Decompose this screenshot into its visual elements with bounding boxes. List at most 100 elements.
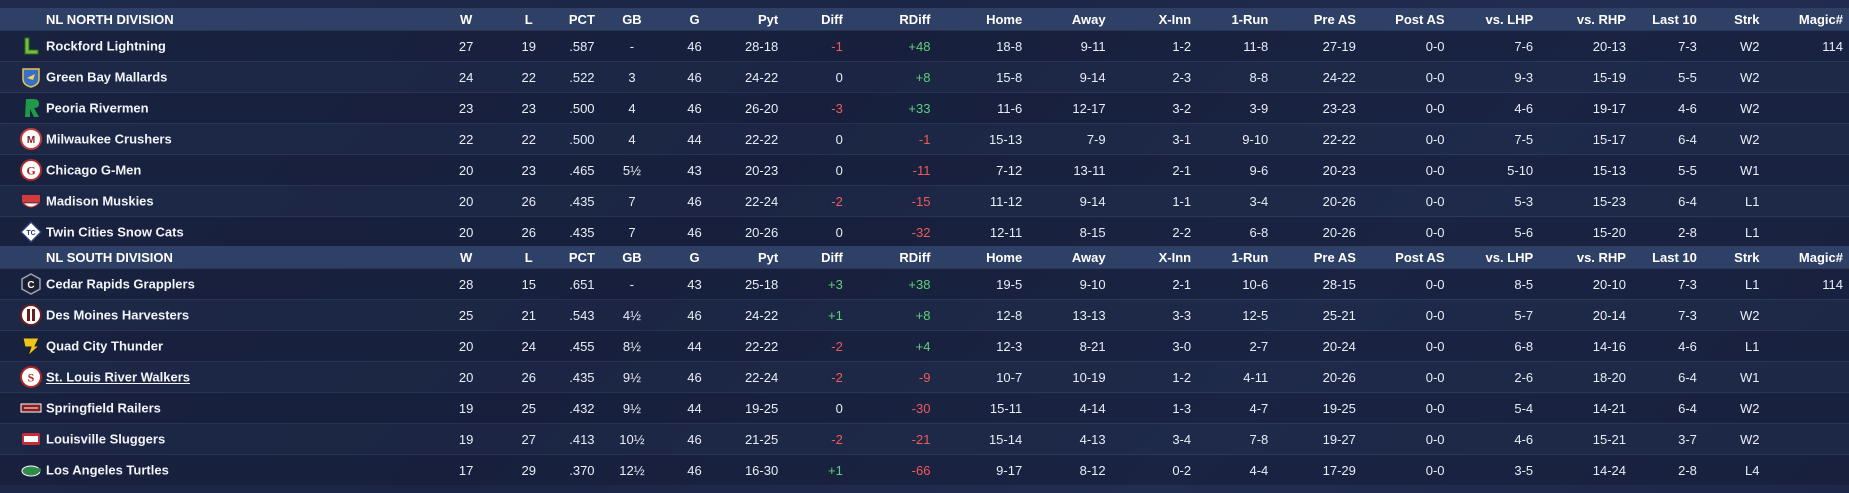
team-cell[interactable]: M Milwaukee Crushers — [0, 123, 386, 155]
column-header-magic[interactable]: Magic# — [1765, 8, 1849, 31]
column-header-last-10[interactable]: Last 10 — [1631, 8, 1703, 31]
team-cell[interactable]: S St. Louis River Walkers — [0, 361, 386, 393]
team-row[interactable]: Des Moines Harvesters 25 21.543 4½ 46 24-22 +1… — [0, 299, 1849, 331]
column-header-away[interactable]: Away — [1028, 246, 1112, 269]
column-header-pyt[interactable]: Pyt — [732, 246, 785, 269]
team-row[interactable]: Louisville Sluggers 19 27.413 10½ 46 21-25 -2-… — [0, 423, 1849, 455]
column-header-vs-rhp[interactable]: vs. RHP — [1539, 8, 1632, 31]
team-name[interactable]: Des Moines Harvesters — [46, 307, 190, 323]
cell-l: 26 — [500, 216, 557, 247]
cell-1-run: 8-8 — [1197, 61, 1275, 93]
column-header-l[interactable]: L — [500, 246, 557, 269]
team-name[interactable]: Springfield Railers — [46, 400, 161, 416]
column-header-strk[interactable]: Strk — [1702, 246, 1766, 269]
team-row[interactable]: G Chicago G-Men 20 23.465 5½ 43 20-23 0 -11 7-12 1… — [0, 154, 1849, 186]
team-row[interactable]: Quad City Thunder 20 24.455 8½ 44 22-22 -2 +4 12… — [0, 330, 1849, 362]
column-header-pre-as[interactable]: Pre AS — [1274, 8, 1362, 31]
column-header-diff[interactable]: Diff — [784, 246, 849, 269]
column-header-1-run[interactable]: 1-Run — [1197, 246, 1275, 269]
column-header-gb[interactable]: GB — [606, 246, 657, 269]
column-header-magic[interactable]: Magic# — [1765, 246, 1849, 269]
team-name[interactable]: Chicago G-Men — [46, 162, 142, 178]
column-header-vs-rhp[interactable]: vs. RHP — [1539, 246, 1632, 269]
column-header-1-run[interactable]: 1-Run — [1197, 8, 1275, 31]
column-header-pre-as[interactable]: Pre AS — [1274, 246, 1362, 269]
cell-post-as: 0-0 — [1361, 454, 1451, 485]
cell-diff: +1 — [784, 454, 849, 485]
team-name[interactable]: Los Angeles Turtles — [46, 462, 169, 478]
team-row[interactable]: Madison Muskies 20 26.435 7 46 22-24 -2 -15 11-1… — [0, 185, 1849, 217]
column-header-last-10[interactable]: Last 10 — [1631, 246, 1703, 269]
column-header-vs-lhp[interactable]: vs. LHP — [1450, 8, 1540, 31]
team-name[interactable]: Green Bay Mallards — [46, 69, 168, 85]
cell-strk: L4 — [1702, 454, 1766, 485]
team-row[interactable]: Springfield Railers 19 25.432 9½ 44 19-25 0 -30… — [0, 392, 1849, 424]
column-header-l[interactable]: L — [500, 8, 557, 31]
cell-last-10: 6-4 — [1631, 392, 1703, 424]
column-header-home[interactable]: Home — [936, 8, 1029, 31]
cell-pyt: 26-20 — [732, 92, 785, 124]
column-header-away[interactable]: Away — [1028, 8, 1112, 31]
team-row[interactable]: C Cedar Rapids Grapplers 28 15.651-43 25-18 +… — [0, 268, 1849, 300]
team-name[interactable]: Louisville Sluggers — [46, 431, 166, 447]
cell-home: 15-11 — [936, 392, 1029, 424]
team-name[interactable]: Rockford Lightning — [46, 38, 166, 54]
team-cell[interactable]: Los Angeles Turtles — [0, 454, 386, 485]
team-row[interactable]: S St. Louis River Walkers 20 26.435 9½ 46 22-2… — [0, 361, 1849, 393]
team-name[interactable]: Milwaukee Crushers — [46, 131, 172, 147]
cell-w: 23 — [431, 92, 501, 124]
team-cell[interactable]: TC Twin Cities Snow Cats — [0, 216, 386, 247]
team-row[interactable]: Green Bay Mallards 24 22.522 3 46 24-22 0 +8 15-… — [0, 61, 1849, 93]
column-header-post-as[interactable]: Post AS — [1361, 8, 1451, 31]
column-header-rdiff[interactable]: RDiff — [848, 246, 937, 269]
team-name[interactable]: Twin Cities Snow Cats — [46, 224, 184, 240]
column-header-gb[interactable]: GB — [606, 8, 657, 31]
column-header-rdiff[interactable]: RDiff — [848, 8, 937, 31]
team-row[interactable]: TC Twin Cities Snow Cats 20 26.435 7 46 20-26 0… — [0, 216, 1849, 247]
team-row[interactable]: Los Angeles Turtles 17 29.370 12½ 46 16-30 +1-… — [0, 454, 1849, 485]
team-cell[interactable]: Rockford Lightning — [0, 30, 386, 62]
team-name[interactable]: Quad City Thunder — [46, 338, 163, 354]
column-header-home[interactable]: Home — [936, 246, 1029, 269]
column-header-pyt[interactable]: Pyt — [732, 8, 785, 31]
cell-last-10: 5-5 — [1631, 154, 1703, 186]
cell-magic — [1765, 299, 1849, 331]
cell-magic — [1765, 423, 1849, 455]
cell-diff: 0 — [784, 216, 849, 247]
column-header-x-inn[interactable]: X-Inn — [1111, 246, 1198, 269]
column-header-x-inn[interactable]: X-Inn — [1111, 8, 1198, 31]
cell-l: 22 — [500, 123, 557, 155]
team-row[interactable]: Rockford Lightning 27 19.587-46 28-18 -1 +48 1… — [0, 30, 1849, 62]
cell-pyt: 20-26 — [732, 216, 785, 247]
team-cell[interactable]: Springfield Railers — [0, 392, 386, 424]
column-header-strk[interactable]: Strk — [1702, 8, 1766, 31]
column-header-w[interactable]: W — [431, 246, 501, 269]
team-cell[interactable]: Quad City Thunder — [0, 330, 386, 362]
row-spacer — [385, 268, 432, 300]
column-header-w[interactable]: W — [431, 8, 501, 31]
cell-pct: .435 — [556, 361, 607, 393]
team-cell[interactable]: Louisville Sluggers — [0, 423, 386, 455]
cell-away: 9-10 — [1028, 268, 1112, 300]
team-cell[interactable]: G Chicago G-Men — [0, 154, 386, 186]
cell-magic — [1765, 92, 1849, 124]
column-header-diff[interactable]: Diff — [784, 8, 849, 31]
team-cell[interactable]: Madison Muskies — [0, 185, 386, 217]
column-header-g[interactable]: G — [656, 8, 733, 31]
column-header-pct[interactable]: PCT — [556, 8, 607, 31]
team-cell[interactable]: C Cedar Rapids Grapplers — [0, 268, 386, 300]
column-header-vs-lhp[interactable]: vs. LHP — [1450, 246, 1540, 269]
column-header-post-as[interactable]: Post AS — [1361, 246, 1451, 269]
team-row[interactable]: M Milwaukee Crushers 22 22.500 4 44 22-22 0 -1 15… — [0, 123, 1849, 155]
cedar-rapids-grapplers-logo: C — [20, 273, 42, 295]
team-name[interactable]: St. Louis River Walkers — [46, 369, 191, 385]
team-name[interactable]: Madison Muskies — [46, 193, 154, 209]
team-name[interactable]: Peoria Rivermen — [46, 100, 149, 116]
team-cell[interactable]: Peoria Rivermen — [0, 92, 386, 124]
column-header-pct[interactable]: PCT — [556, 246, 607, 269]
team-cell[interactable]: Green Bay Mallards — [0, 61, 386, 93]
team-name[interactable]: Cedar Rapids Grapplers — [46, 276, 195, 292]
team-row[interactable]: Peoria Rivermen 23 23.500 4 46 26-20 -3 +33 11-6… — [0, 92, 1849, 124]
team-cell[interactable]: Des Moines Harvesters — [0, 299, 386, 331]
column-header-g[interactable]: G — [656, 246, 733, 269]
